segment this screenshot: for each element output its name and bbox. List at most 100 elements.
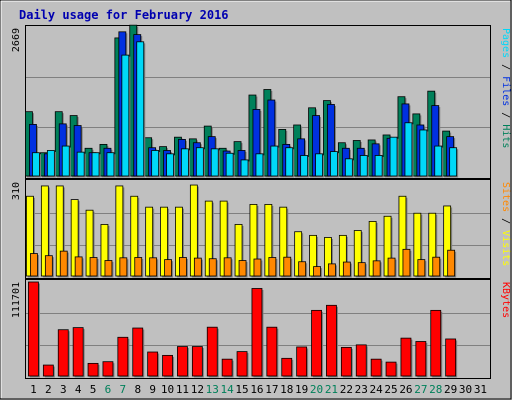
visits-bar	[309, 234, 317, 277]
chart-title: Daily usage for February 2016	[19, 8, 229, 22]
pages-bar	[240, 159, 249, 177]
hits-legend: Pages / Files / Hits	[500, 28, 511, 148]
kbytes-bar	[355, 344, 367, 377]
pages-bar	[91, 152, 100, 177]
x-tick-label: 4	[75, 383, 82, 396]
x-tick-label: 7	[120, 383, 127, 396]
pages-bar	[32, 152, 40, 177]
visits-bar	[175, 206, 183, 277]
pages-bar	[434, 145, 443, 177]
visits-bar	[428, 212, 437, 277]
kbytes-bar	[177, 346, 188, 377]
kbytes-bar	[385, 361, 397, 377]
kbytes-bar	[147, 351, 159, 377]
sites-bar	[432, 256, 441, 277]
sites-bar	[208, 258, 217, 277]
x-tick-label: 25	[384, 383, 397, 396]
sites-bar	[149, 257, 158, 277]
pages-bar	[136, 41, 145, 177]
kbytes-bar	[370, 358, 382, 377]
pages-bar	[389, 136, 398, 177]
kbytes-bar	[57, 329, 69, 377]
x-tick-label: 31	[474, 383, 487, 396]
pages-bar	[106, 152, 115, 177]
kbytes-bar	[340, 346, 352, 377]
pages-bar	[166, 153, 174, 177]
pages-bar	[181, 148, 189, 177]
visits-bar	[324, 237, 332, 277]
visits-bar	[234, 224, 243, 277]
x-axis-labels: 1 2 3 4 5 6 7 8 9 10 11 12 13 14 15 16 17 18 19 20 21 22 23 24 2…	[30, 383, 487, 396]
kbytes-bar	[87, 362, 99, 377]
sites-bar	[119, 257, 128, 277]
sites-bar	[59, 250, 68, 277]
x-tick-label: 22	[340, 383, 353, 396]
visits-bar	[383, 215, 392, 277]
sites-bar	[268, 257, 277, 277]
pages-bar	[210, 148, 219, 177]
sites-bar	[30, 253, 38, 277]
sites-bar	[372, 260, 381, 277]
pages-bar	[404, 122, 413, 177]
visits-bar	[368, 221, 377, 277]
pages-bar	[46, 150, 55, 177]
pages-bar	[285, 147, 294, 177]
x-tick-label: 15	[235, 383, 248, 396]
visits-bar	[160, 206, 168, 277]
kbytes-bar	[132, 327, 144, 377]
sites-bar	[328, 263, 336, 277]
visits-legend: Sites / Visits	[500, 182, 511, 266]
visits-bar	[145, 206, 154, 277]
kbytes-bar	[326, 304, 337, 377]
x-tick-label: 1	[30, 383, 37, 396]
legend-kbytes: KBytes	[500, 282, 511, 318]
visits-bar	[70, 199, 79, 277]
x-tick-label: 28	[429, 383, 442, 396]
kbytes-bar	[251, 288, 263, 377]
pages-bar	[344, 158, 353, 177]
visits-bar	[443, 205, 452, 277]
pages-bar	[300, 155, 309, 177]
pages-bar	[195, 147, 204, 177]
visits-bar	[85, 209, 94, 277]
sites-bar	[313, 266, 321, 277]
kbytes-bar	[236, 351, 248, 377]
kbytes-bar	[206, 326, 218, 377]
kbytes-bar	[191, 346, 203, 377]
x-tick-label: 19	[295, 383, 308, 396]
x-tick-label: 14	[221, 383, 235, 396]
legend-files: Files	[500, 76, 511, 106]
x-tick-label: 21	[325, 383, 338, 396]
kbytes-bar	[430, 309, 442, 377]
sites-bar	[387, 257, 396, 277]
legend-pages: Pages	[500, 28, 511, 58]
x-tick-label: 29	[444, 383, 457, 396]
x-tick-label: 6	[105, 383, 112, 396]
sites-bar	[44, 255, 53, 277]
sites-bar	[253, 258, 262, 277]
kbytes-ytick-label: 111701	[11, 282, 22, 318]
sites-bar	[402, 248, 411, 277]
visits-bar	[204, 200, 213, 277]
sites-bar	[89, 257, 98, 277]
kbytes-bar	[445, 338, 457, 377]
kbytes-bar	[266, 326, 278, 377]
pages-bar	[76, 151, 85, 177]
kbytes-bar	[296, 346, 308, 377]
visits-bar	[264, 204, 273, 277]
visits-bar	[115, 185, 124, 277]
kbytes-bar	[102, 361, 114, 377]
kbytes-bar	[221, 358, 233, 377]
visits-bar	[130, 195, 139, 277]
pages-bar	[330, 151, 338, 177]
legend-sep-3: /	[500, 212, 511, 230]
x-tick-label: 2	[45, 383, 52, 396]
kbytes-bar	[162, 354, 173, 377]
pages-bar	[225, 152, 234, 177]
x-tick-label: 17	[265, 383, 278, 396]
x-tick-label: 24	[370, 383, 384, 396]
visits-bar	[338, 234, 347, 277]
x-tick-label: 9	[149, 383, 156, 396]
legend-hits: Hits	[500, 124, 511, 148]
